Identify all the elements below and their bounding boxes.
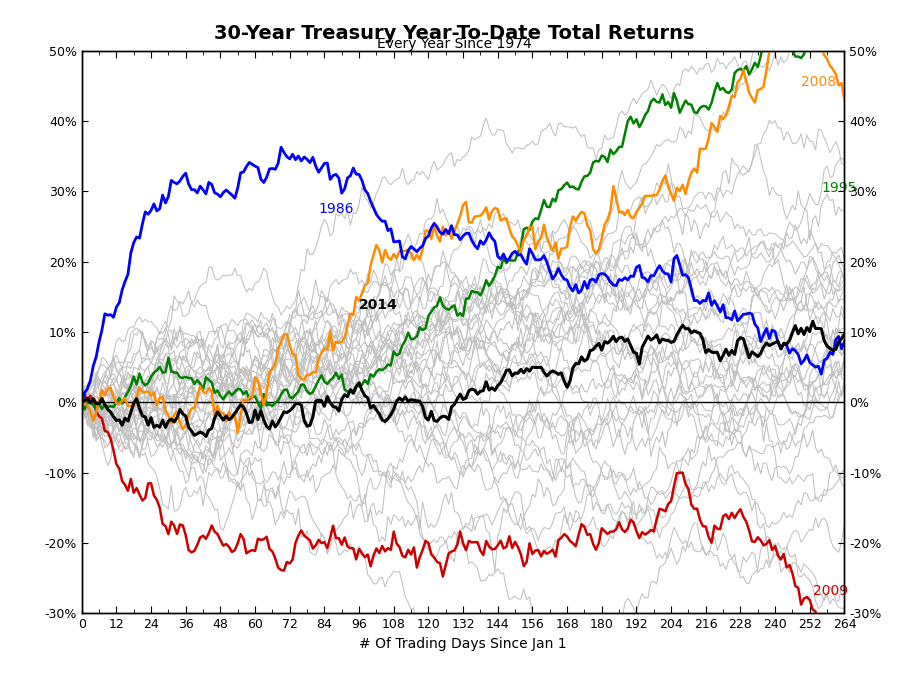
Text: 2014: 2014 <box>359 298 398 312</box>
Text: 1995: 1995 <box>822 181 857 195</box>
Text: 30-Year Treasury Year-To-Date Total Returns: 30-Year Treasury Year-To-Date Total Retu… <box>213 24 695 42</box>
Text: Every Year Since 1974: Every Year Since 1974 <box>377 37 531 51</box>
X-axis label: # Of Trading Days Since Jan 1: # Of Trading Days Since Jan 1 <box>360 637 567 651</box>
Text: 1986: 1986 <box>319 202 354 216</box>
Text: 2009: 2009 <box>813 584 848 598</box>
Text: 2008: 2008 <box>801 75 836 89</box>
